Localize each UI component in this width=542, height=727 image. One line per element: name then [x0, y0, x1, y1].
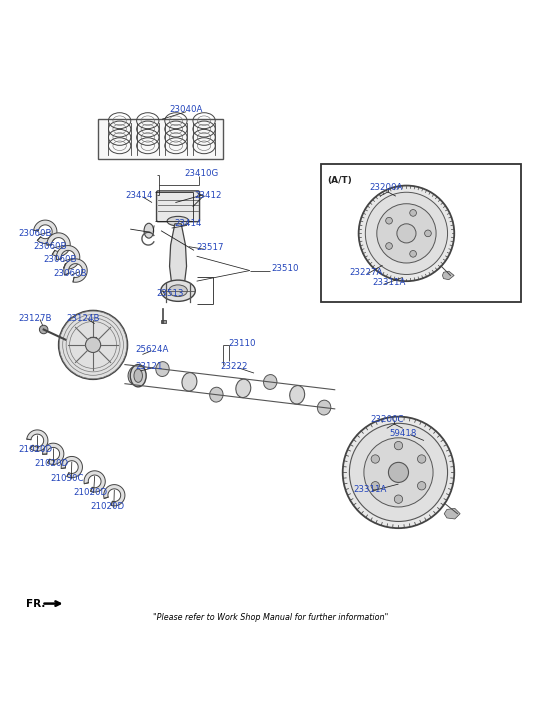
- Text: FR.: FR.: [25, 598, 45, 608]
- Ellipse shape: [144, 223, 153, 238]
- Circle shape: [377, 204, 436, 263]
- Text: 23513: 23513: [157, 289, 184, 298]
- Polygon shape: [84, 471, 105, 492]
- Circle shape: [386, 217, 392, 224]
- Ellipse shape: [182, 373, 197, 391]
- FancyBboxPatch shape: [157, 191, 199, 222]
- Ellipse shape: [161, 280, 195, 302]
- Polygon shape: [444, 508, 460, 519]
- Polygon shape: [27, 430, 48, 451]
- Text: 23510: 23510: [271, 265, 299, 273]
- Text: 23200C: 23200C: [371, 415, 404, 424]
- Circle shape: [359, 185, 454, 281]
- Text: 23060B: 23060B: [19, 229, 52, 238]
- Circle shape: [350, 423, 448, 521]
- Polygon shape: [43, 443, 64, 465]
- Bar: [321, 164, 521, 302]
- Bar: [160, 320, 166, 323]
- Ellipse shape: [318, 400, 331, 415]
- Circle shape: [343, 417, 454, 528]
- Text: 21030C: 21030C: [50, 474, 84, 483]
- Text: 23222: 23222: [221, 362, 248, 371]
- Text: 59418: 59418: [389, 429, 416, 438]
- Circle shape: [394, 441, 403, 450]
- Text: 23060B: 23060B: [33, 242, 67, 251]
- Ellipse shape: [156, 361, 169, 377]
- Circle shape: [397, 224, 416, 243]
- Text: 21020D: 21020D: [35, 459, 69, 468]
- Circle shape: [40, 325, 48, 334]
- Circle shape: [394, 495, 403, 503]
- Ellipse shape: [236, 379, 251, 398]
- Ellipse shape: [210, 387, 223, 402]
- Text: 23121: 23121: [136, 362, 163, 371]
- Text: 25624A: 25624A: [136, 345, 169, 353]
- Text: 23060B: 23060B: [44, 255, 77, 265]
- Polygon shape: [442, 271, 454, 280]
- Text: 23414: 23414: [125, 190, 152, 200]
- Polygon shape: [64, 259, 87, 282]
- Polygon shape: [47, 233, 70, 256]
- Circle shape: [371, 481, 379, 490]
- Text: 23410G: 23410G: [185, 169, 219, 178]
- Text: 21020D: 21020D: [91, 502, 125, 511]
- Circle shape: [410, 209, 416, 216]
- Circle shape: [424, 230, 431, 237]
- Polygon shape: [61, 457, 82, 478]
- Text: 23040A: 23040A: [169, 105, 203, 114]
- Ellipse shape: [134, 369, 143, 382]
- Circle shape: [371, 455, 379, 463]
- Bar: [99, 119, 223, 159]
- Text: 23127B: 23127B: [19, 314, 52, 323]
- Circle shape: [59, 310, 127, 379]
- Text: 23124B: 23124B: [67, 314, 100, 323]
- Polygon shape: [34, 220, 57, 244]
- Text: 23414: 23414: [175, 220, 202, 228]
- Text: (A/T): (A/T): [327, 176, 352, 185]
- Circle shape: [417, 455, 426, 463]
- Circle shape: [365, 192, 448, 275]
- Circle shape: [389, 462, 409, 483]
- Text: 23227A: 23227A: [350, 268, 383, 277]
- Text: 21020D: 21020D: [19, 445, 53, 454]
- Ellipse shape: [167, 217, 189, 226]
- Polygon shape: [170, 224, 186, 284]
- Ellipse shape: [130, 364, 146, 387]
- Text: 23517: 23517: [197, 244, 224, 252]
- Text: "Please refer to Work Shop Manual for further information": "Please refer to Work Shop Manual for fu…: [153, 613, 389, 622]
- Ellipse shape: [128, 366, 143, 385]
- Text: 23200A: 23200A: [369, 182, 403, 192]
- Text: 23311A: 23311A: [353, 486, 386, 494]
- Ellipse shape: [290, 385, 305, 404]
- Text: 23311A: 23311A: [372, 278, 405, 287]
- Ellipse shape: [169, 285, 188, 297]
- Text: 23110: 23110: [229, 339, 256, 348]
- Circle shape: [417, 481, 426, 490]
- Polygon shape: [104, 485, 125, 506]
- Circle shape: [410, 251, 416, 257]
- Circle shape: [364, 438, 433, 507]
- Text: 21020D: 21020D: [73, 488, 107, 497]
- Circle shape: [386, 243, 392, 249]
- Circle shape: [86, 337, 101, 353]
- Ellipse shape: [263, 374, 277, 390]
- Text: 23060B: 23060B: [53, 269, 87, 278]
- Polygon shape: [56, 246, 80, 269]
- Text: 23412: 23412: [194, 190, 222, 200]
